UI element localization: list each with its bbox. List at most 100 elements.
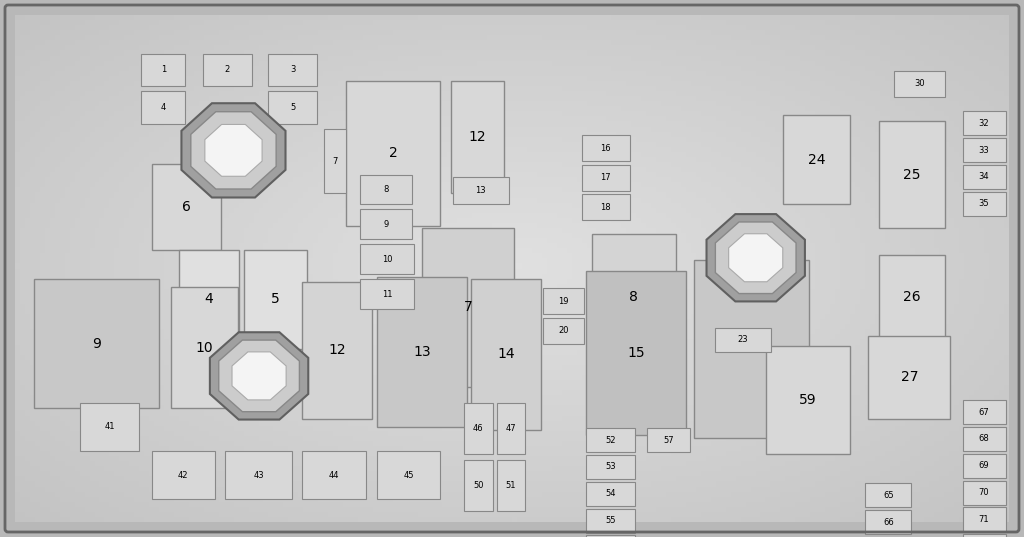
Text: 13: 13 [413, 345, 431, 359]
Text: 2: 2 [389, 146, 397, 160]
FancyBboxPatch shape [586, 271, 686, 435]
Text: 8: 8 [383, 185, 389, 194]
Text: 71: 71 [979, 515, 989, 524]
FancyBboxPatch shape [963, 481, 1006, 505]
FancyBboxPatch shape [360, 279, 414, 309]
FancyBboxPatch shape [464, 460, 493, 511]
Text: 50: 50 [473, 481, 483, 490]
Text: 3: 3 [290, 66, 296, 74]
Text: 20: 20 [558, 326, 568, 335]
Text: 24: 24 [808, 153, 825, 167]
FancyBboxPatch shape [879, 121, 945, 228]
FancyBboxPatch shape [302, 282, 372, 419]
FancyBboxPatch shape [879, 255, 945, 338]
Text: 9: 9 [383, 220, 389, 229]
Text: 19: 19 [558, 297, 568, 306]
FancyBboxPatch shape [179, 250, 239, 349]
FancyBboxPatch shape [360, 209, 412, 239]
Text: 12: 12 [328, 343, 346, 358]
Text: 9: 9 [92, 337, 100, 351]
Text: 2: 2 [224, 66, 230, 74]
FancyBboxPatch shape [783, 115, 850, 204]
Text: 68: 68 [979, 434, 989, 444]
FancyBboxPatch shape [543, 288, 584, 314]
Text: 69: 69 [979, 461, 989, 470]
Text: 17: 17 [600, 173, 611, 182]
FancyBboxPatch shape [963, 427, 1006, 451]
Text: 4: 4 [205, 292, 213, 307]
FancyBboxPatch shape [360, 244, 414, 274]
Polygon shape [190, 112, 276, 189]
FancyBboxPatch shape [302, 451, 366, 499]
FancyBboxPatch shape [346, 81, 440, 226]
Text: 43: 43 [253, 471, 264, 480]
Text: 51: 51 [506, 481, 516, 490]
Text: 65: 65 [883, 491, 894, 500]
Text: 32: 32 [979, 119, 989, 128]
FancyBboxPatch shape [268, 91, 317, 124]
Polygon shape [219, 340, 299, 412]
FancyBboxPatch shape [360, 175, 412, 204]
Text: 26: 26 [903, 289, 921, 304]
Text: 14: 14 [497, 347, 515, 361]
FancyBboxPatch shape [963, 507, 1006, 532]
Text: 18: 18 [600, 203, 611, 212]
FancyBboxPatch shape [497, 403, 525, 454]
Text: 35: 35 [979, 199, 989, 208]
Text: 16: 16 [600, 144, 611, 153]
FancyBboxPatch shape [497, 460, 525, 511]
FancyBboxPatch shape [586, 509, 635, 533]
Text: 8: 8 [630, 289, 638, 304]
Text: 33: 33 [979, 146, 989, 155]
Text: 67: 67 [979, 408, 989, 417]
FancyBboxPatch shape [963, 111, 1006, 135]
FancyBboxPatch shape [268, 54, 317, 86]
Polygon shape [716, 222, 796, 294]
FancyBboxPatch shape [244, 250, 307, 349]
Text: 12: 12 [468, 130, 486, 144]
FancyBboxPatch shape [865, 483, 911, 507]
FancyBboxPatch shape [963, 534, 1006, 537]
FancyBboxPatch shape [715, 328, 771, 352]
FancyBboxPatch shape [647, 428, 690, 452]
FancyBboxPatch shape [868, 336, 950, 419]
FancyBboxPatch shape [582, 165, 630, 191]
Text: 7: 7 [464, 300, 472, 315]
Text: 34: 34 [979, 172, 989, 182]
Text: 53: 53 [605, 462, 615, 471]
Text: 6: 6 [182, 200, 190, 214]
Text: 11: 11 [382, 289, 392, 299]
Text: 47: 47 [506, 424, 516, 433]
Text: 13: 13 [475, 186, 486, 195]
Text: 54: 54 [605, 489, 615, 498]
FancyBboxPatch shape [582, 135, 630, 161]
FancyBboxPatch shape [586, 535, 635, 537]
Text: 5: 5 [271, 292, 280, 307]
FancyBboxPatch shape [141, 54, 185, 86]
FancyBboxPatch shape [963, 454, 1006, 478]
Text: 46: 46 [473, 424, 483, 433]
FancyBboxPatch shape [422, 228, 514, 387]
FancyBboxPatch shape [464, 403, 493, 454]
Polygon shape [205, 125, 262, 176]
FancyBboxPatch shape [34, 279, 159, 408]
FancyBboxPatch shape [324, 129, 346, 193]
FancyBboxPatch shape [225, 451, 292, 499]
Text: 55: 55 [605, 516, 615, 525]
Text: 66: 66 [883, 518, 894, 527]
FancyBboxPatch shape [766, 346, 850, 454]
FancyBboxPatch shape [471, 279, 541, 430]
FancyBboxPatch shape [865, 510, 911, 534]
FancyBboxPatch shape [963, 400, 1006, 424]
Text: 44: 44 [329, 471, 339, 480]
Text: 27: 27 [900, 370, 919, 384]
Text: 57: 57 [664, 436, 674, 445]
FancyBboxPatch shape [377, 277, 467, 427]
Text: 59: 59 [799, 393, 817, 407]
Text: 23: 23 [737, 335, 749, 344]
FancyBboxPatch shape [203, 54, 252, 86]
FancyBboxPatch shape [171, 287, 238, 408]
FancyBboxPatch shape [582, 194, 630, 220]
Text: 41: 41 [104, 423, 115, 431]
FancyBboxPatch shape [152, 164, 221, 250]
